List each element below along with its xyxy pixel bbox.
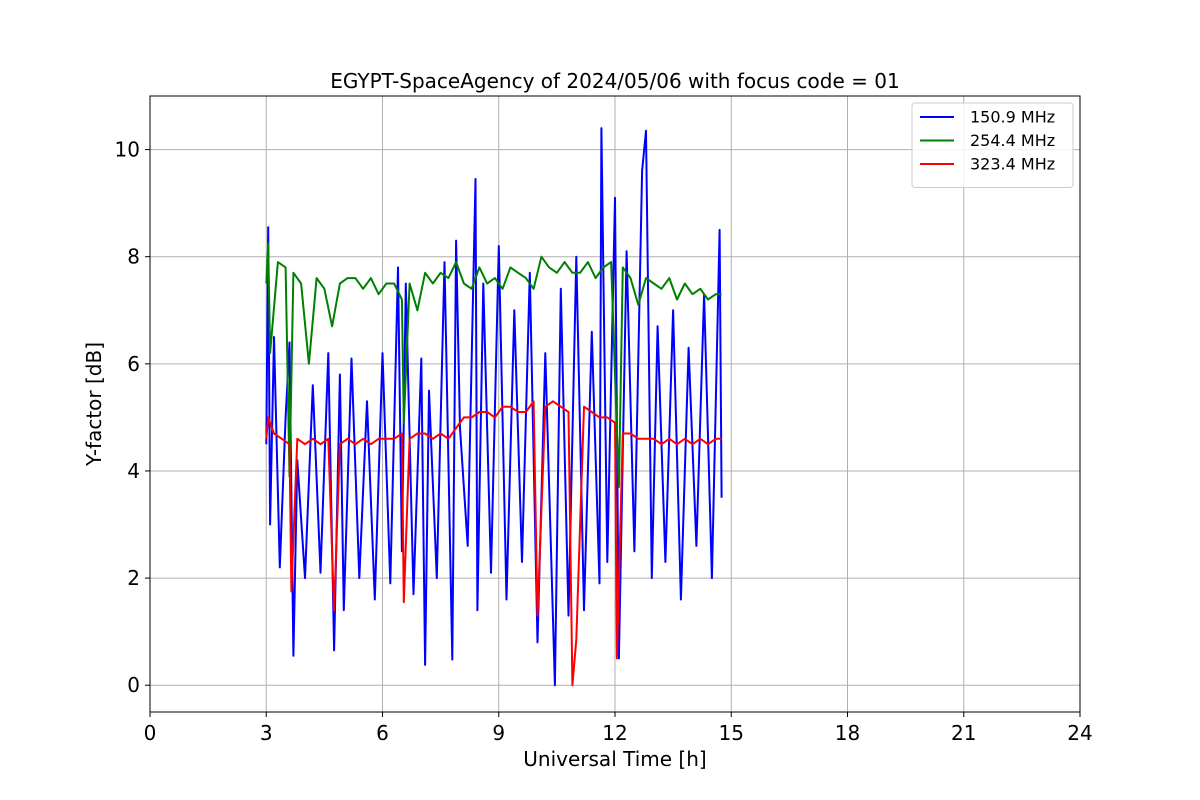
x-tick-label: 0 [144, 721, 157, 745]
y-tick-label: 10 [115, 138, 140, 162]
legend-label: 323.4 MHz [970, 155, 1055, 174]
series-line-1 [265, 127, 723, 687]
y-axis: 0 2 4 6 8 10 [115, 138, 150, 697]
x-tick-label: 24 [1067, 721, 1092, 745]
x-tick-label: 21 [951, 721, 976, 745]
chart-title: EGYPT-SpaceAgency of 2024/05/06 with foc… [330, 69, 899, 93]
y-tick-label: 2 [127, 566, 140, 590]
x-tick-label: 9 [492, 721, 505, 745]
series-group [265, 127, 723, 687]
legend-label: 150.9 MHz [970, 108, 1055, 127]
x-tick-label: 12 [602, 721, 627, 745]
y-tick-label: 6 [127, 352, 140, 376]
y-axis-label: Y-factor [dB] [82, 342, 106, 467]
x-tick-label: 3 [260, 721, 273, 745]
x-axis: 0 3 6 9 12 15 18 21 24 [144, 712, 1093, 745]
series-line-2 [265, 242, 722, 488]
x-axis-label: Universal Time [h] [523, 747, 706, 771]
legend: 150.9 MHz 254.4 MHz 323.4 MHz [911, 102, 1074, 188]
x-tick-label: 18 [835, 721, 860, 745]
legend-box [911, 102, 1074, 188]
x-tick-label: 6 [376, 721, 389, 745]
legend-label: 254.4 MHz [970, 131, 1055, 150]
y-tick-label: 4 [127, 459, 140, 483]
x-tick-label: 15 [719, 721, 744, 745]
y-tick-label: 0 [127, 673, 140, 697]
series-line-3 [265, 400, 722, 687]
y-tick-label: 8 [127, 245, 140, 269]
